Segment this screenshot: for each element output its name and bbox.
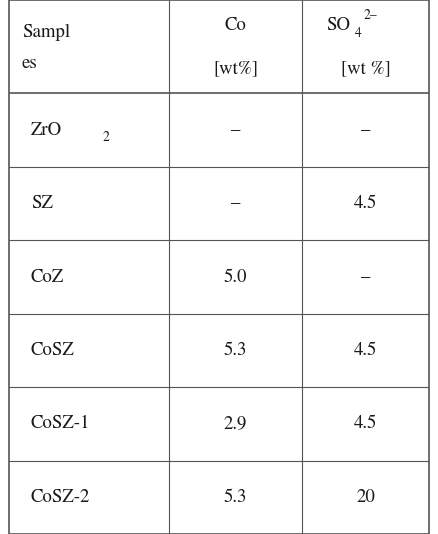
Text: 2: 2: [103, 130, 110, 144]
Text: CoSZ-1: CoSZ-1: [31, 415, 90, 433]
Text: Co: Co: [225, 17, 246, 34]
Text: 20: 20: [356, 489, 375, 506]
Text: SZ: SZ: [31, 195, 53, 212]
Text: –: –: [361, 269, 371, 286]
Text: es: es: [22, 55, 38, 72]
Text: –: –: [361, 122, 371, 139]
Text: 4.5: 4.5: [354, 415, 378, 433]
Text: 5.0: 5.0: [224, 269, 247, 286]
Text: 4: 4: [355, 27, 361, 41]
Text: Sampl: Sampl: [22, 24, 70, 42]
Text: –: –: [231, 122, 240, 139]
Text: SO: SO: [326, 17, 350, 34]
Text: [wt %]: [wt %]: [341, 60, 391, 77]
Text: –: –: [231, 195, 240, 212]
Text: 5.3: 5.3: [224, 342, 247, 359]
Text: ZrO: ZrO: [31, 122, 62, 139]
Text: 2.9: 2.9: [224, 415, 247, 433]
Text: CoZ: CoZ: [31, 269, 64, 286]
Text: [wt%]: [wt%]: [213, 60, 258, 77]
Text: 5.3: 5.3: [224, 489, 247, 506]
Text: 2–: 2–: [364, 9, 377, 22]
Text: 4.5: 4.5: [354, 342, 378, 359]
Text: CoSZ: CoSZ: [31, 342, 74, 359]
Text: 4.5: 4.5: [354, 195, 378, 212]
Text: CoSZ-2: CoSZ-2: [31, 489, 90, 506]
